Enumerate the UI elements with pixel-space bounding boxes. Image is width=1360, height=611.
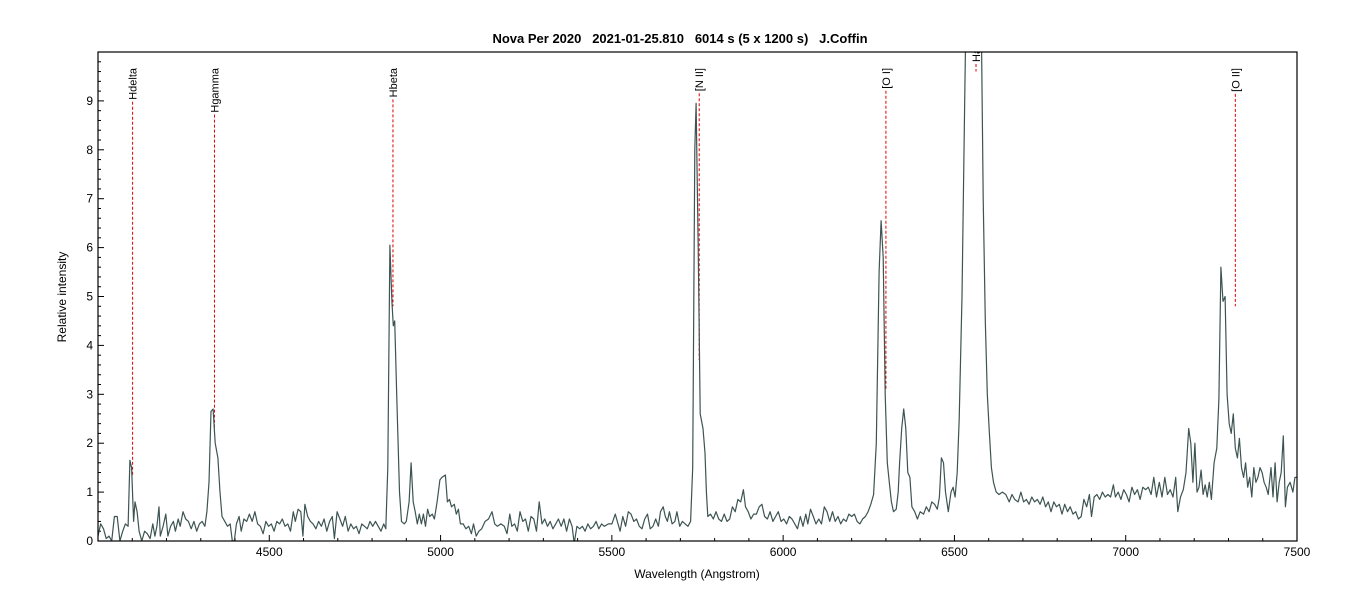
line-markers: Hdelta Hgamma Hbeta [N II] [O I] Halpha [O II]	[128, 26, 1242, 475]
line-marker: Halpha	[971, 26, 983, 72]
x-tick-label: 5000	[427, 545, 454, 559]
line-marker-label: Halpha	[971, 26, 983, 62]
line-marker-label: Hbeta	[388, 67, 400, 97]
line-marker: Hgamma	[209, 67, 221, 434]
y-tick-label: 9	[86, 94, 93, 108]
x-tick-label: 6000	[770, 545, 797, 559]
y-tick-label: 4	[86, 338, 93, 352]
x-axis-label: Wavelength (Angstrom)	[634, 567, 760, 581]
axes: 4500 5000 5500 6000 6500 7000 7500 0 1 2 3 4 5 6 7 8 9	[86, 51, 1311, 559]
line-marker-label: [N II]	[694, 68, 706, 91]
spectrum-line	[98, 52, 1297, 541]
line-marker: [O I]	[881, 68, 893, 390]
plot-frame	[97, 51, 1298, 542]
line-marker-label: [O II]	[1230, 68, 1242, 92]
y-tick-label: 1	[86, 485, 93, 499]
line-marker: Hdelta	[128, 67, 140, 475]
y-tick-label: 5	[86, 290, 93, 304]
x-tick-label: 6500	[941, 545, 968, 559]
y-axis-label: Relative intensity	[55, 252, 69, 343]
line-marker-label: [O I]	[881, 68, 893, 89]
y-tick-label: 6	[86, 241, 93, 255]
line-marker-label: Hdelta	[128, 67, 140, 100]
chart-title: Nova Per 2020 2021-01-25.810 6014 s (5 x…	[492, 31, 867, 46]
y-tick-label: 8	[86, 143, 93, 157]
line-marker: Hbeta	[388, 67, 400, 307]
x-tick-label: 4500	[256, 545, 283, 559]
line-marker: [O II]	[1230, 68, 1242, 307]
y-tick-label: 3	[86, 387, 93, 401]
y-tick-label: 7	[86, 192, 93, 206]
x-tick-label: 7500	[1284, 545, 1311, 559]
line-marker-label: Hgamma	[209, 67, 221, 113]
x-tick-label: 5500	[599, 545, 626, 559]
x-tick-label: 7000	[1112, 545, 1139, 559]
y-tick-label: 0	[86, 534, 93, 548]
y-tick-label: 2	[86, 436, 93, 450]
